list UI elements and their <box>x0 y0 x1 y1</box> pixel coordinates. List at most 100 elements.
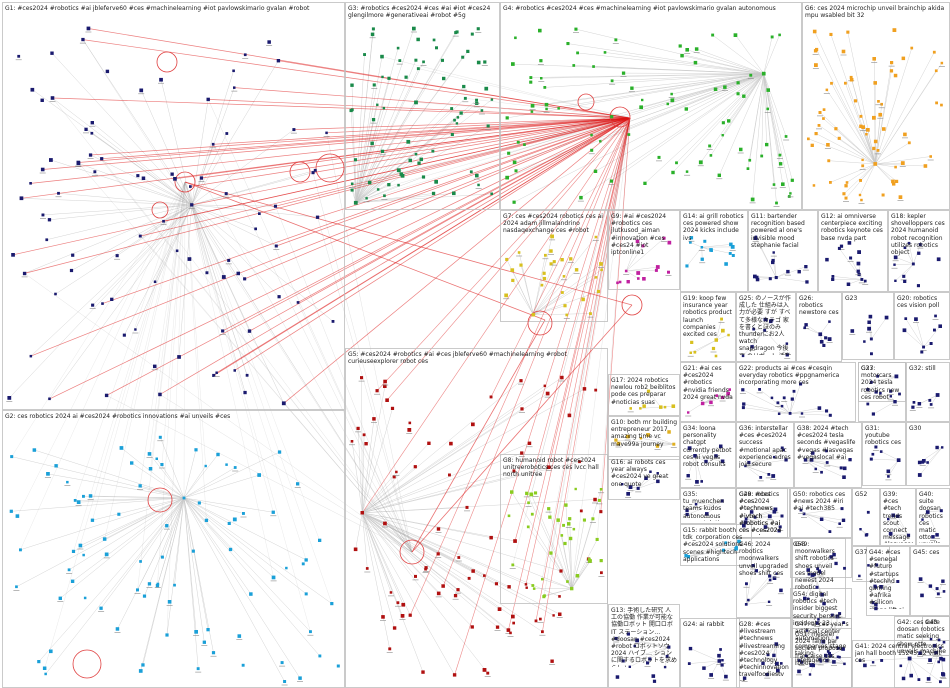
node-g8-9 <box>510 490 514 494</box>
node-g2-12 <box>165 633 169 637</box>
node-g4-41 <box>790 178 794 182</box>
node-g5-76 <box>494 582 498 586</box>
edge-g2-12 <box>166 497 185 636</box>
node-g3-63 <box>371 118 376 122</box>
node-g4-13 <box>736 92 740 96</box>
node-g50-6 <box>799 508 803 512</box>
edge-g5-78 <box>362 512 488 674</box>
edge-g4-63 <box>712 34 764 74</box>
node-g4-16 <box>572 64 576 67</box>
node-g2-73 <box>160 555 164 559</box>
node-g5-68 <box>511 614 515 619</box>
node-g24-4 <box>709 673 713 677</box>
node-g4-63 <box>711 33 715 37</box>
node-g30-0 <box>941 446 944 449</box>
edge-g4-48 <box>763 73 783 185</box>
node-g13-10 <box>633 644 636 648</box>
edge-g5-71 <box>362 452 522 513</box>
node-g4-43 <box>671 170 675 175</box>
edge-g1-6 <box>24 204 192 274</box>
edge-g9-2 <box>626 245 644 272</box>
node-g34-8 <box>695 480 699 484</box>
node-g6-65 <box>829 181 832 184</box>
node-g22-12 <box>825 409 829 413</box>
edge-gray-g1-g5-12 <box>326 132 413 553</box>
node-g4-64 <box>675 161 678 165</box>
edge-layer-red <box>12 28 633 675</box>
node-g6-54 <box>878 112 883 117</box>
edge-gray-g2-g1-4 <box>150 181 186 469</box>
node-g43-1 <box>937 638 941 642</box>
node-g32-3 <box>928 399 932 402</box>
node-g4-72 <box>736 81 740 85</box>
node-g11-0 <box>774 276 778 280</box>
node-g8-31 <box>507 514 511 518</box>
node-g38-5 <box>848 458 852 462</box>
node-g2-67 <box>15 585 18 589</box>
node-g3-30 <box>404 75 408 79</box>
node-g3-47 <box>453 118 456 122</box>
node-g1-56 <box>153 280 157 283</box>
node-g4-52 <box>529 76 533 79</box>
node-g5-10 <box>441 584 445 588</box>
node-g2-20 <box>318 538 322 542</box>
node-g6-40 <box>892 182 896 186</box>
node-g2-1 <box>19 548 22 552</box>
node-g22-8 <box>792 389 796 393</box>
node-g1-84 <box>115 254 119 258</box>
node-g7-14 <box>589 312 592 316</box>
node-g8-26 <box>547 507 551 511</box>
node-g9-8 <box>626 280 630 284</box>
edge-g8-26 <box>548 508 572 589</box>
edge-g54-9 <box>828 637 838 652</box>
edge-gray-g3-g4-8 <box>418 68 631 119</box>
group-panel-g33 <box>858 362 906 402</box>
node-g17-0 <box>659 405 663 409</box>
group-panel-g8 <box>500 454 608 604</box>
node-g3-56 <box>365 197 368 200</box>
edge-g28-6 <box>744 643 777 679</box>
edge-gray-g1-g5-20 <box>101 158 413 553</box>
node-g1-49 <box>76 161 81 166</box>
node-g50-0 <box>802 512 806 516</box>
node-g2-50 <box>139 560 142 563</box>
node-g51-7 <box>797 659 801 662</box>
node-g3-35 <box>490 192 493 196</box>
node-g2-24 <box>204 518 209 522</box>
edge-g5-61 <box>362 512 492 538</box>
node-g34-4 <box>704 459 708 464</box>
edge-g2-62 <box>183 497 244 514</box>
node-g3-18 <box>408 158 412 163</box>
node-g3-10 <box>476 27 480 31</box>
node-g30-3 <box>921 460 925 464</box>
edge-g10-5 <box>648 434 674 445</box>
node-g4-68 <box>512 200 516 204</box>
node-g5-30 <box>579 509 583 513</box>
node-g2-65 <box>130 461 134 465</box>
node-g8-33 <box>599 559 603 563</box>
node-g3-24 <box>475 173 479 178</box>
edge-gray-g1-g5-22 <box>159 394 413 553</box>
edge-red-g1-g4-19 <box>234 87 631 119</box>
group-panel-g30 <box>906 422 950 486</box>
node-g6-39 <box>861 125 865 129</box>
node-g4-53 <box>599 140 602 143</box>
node-g6-69 <box>940 61 944 65</box>
node-g7-0 <box>531 313 536 317</box>
edge-g5-66 <box>362 385 545 513</box>
node-g2-30 <box>237 634 242 638</box>
edge-g41-1 <box>903 658 910 679</box>
node-g5-13 <box>599 510 603 514</box>
node-g8-22 <box>532 587 536 590</box>
node-g5-11 <box>385 398 389 402</box>
edge-g5-8 <box>362 512 527 585</box>
node-g3-26 <box>396 168 401 173</box>
node-g1-2 <box>81 37 85 42</box>
node-g54-3 <box>817 618 820 621</box>
node-g4-74 <box>579 195 583 200</box>
edge-g6-36 <box>859 163 876 196</box>
node-g2-33 <box>206 628 210 632</box>
group-panel-g15 <box>680 524 752 566</box>
node-g3-27 <box>376 103 379 106</box>
